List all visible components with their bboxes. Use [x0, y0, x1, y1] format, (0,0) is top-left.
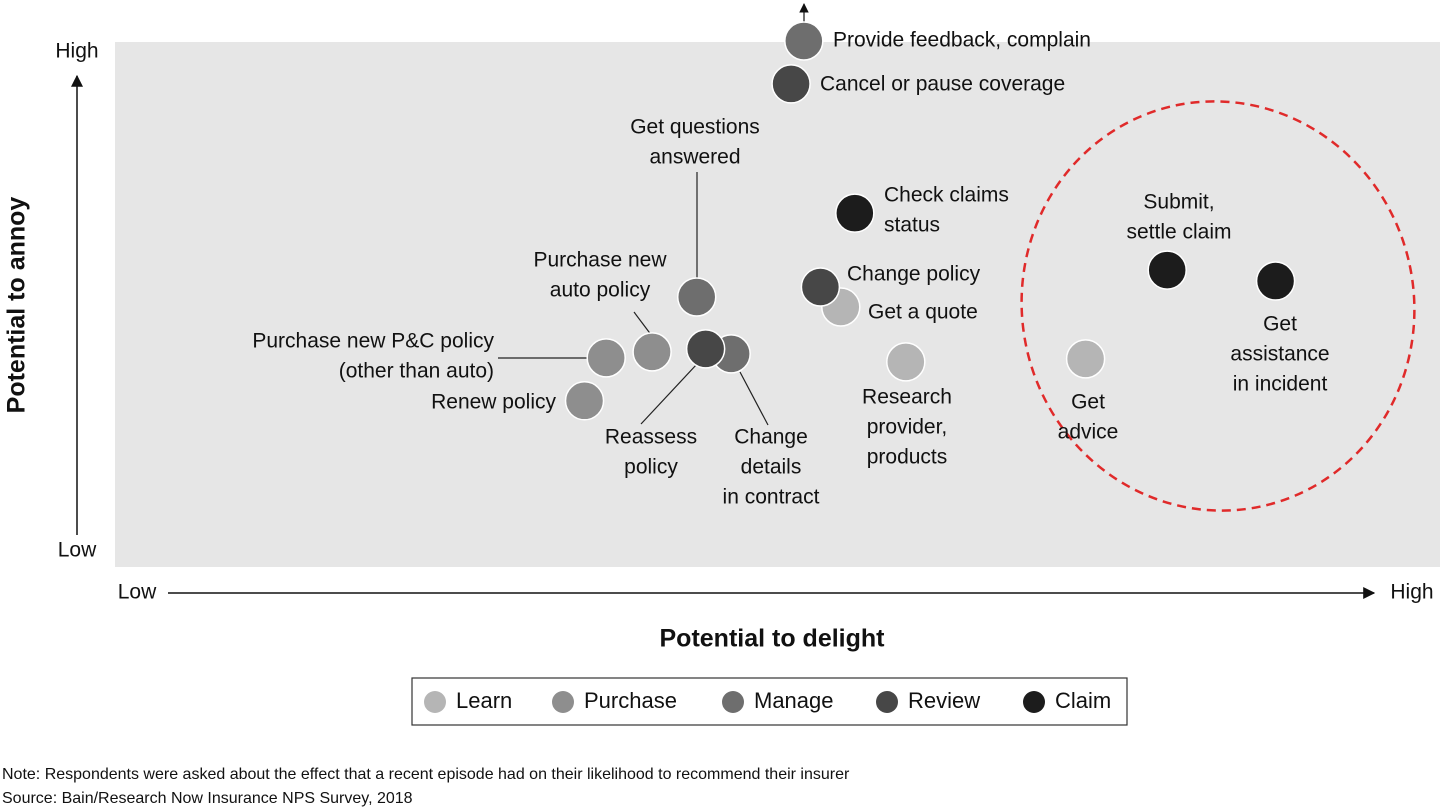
point [564, 381, 605, 421]
leader-line [633, 311, 653, 337]
legend-label: Purchase [584, 688, 677, 713]
point-label: Get [1071, 391, 1105, 414]
point-label: in contract [723, 486, 820, 509]
y-tick-label: Low [58, 539, 97, 562]
point-label: Get a quote [868, 301, 978, 324]
point [632, 332, 672, 372]
point-label: Purchase new P&C policy [252, 330, 494, 353]
y-axis-title: Potential to annoy [3, 197, 31, 414]
legend-swatch [424, 691, 446, 713]
point [771, 64, 811, 104]
point-label: in incident [1233, 373, 1328, 396]
point [1255, 261, 1296, 301]
point-label: products [867, 446, 948, 469]
note: Note: Respondents were asked about the e… [2, 766, 850, 783]
source: Source: Bain/Research Now Insurance NPS … [2, 790, 413, 807]
point-label: auto policy [550, 279, 651, 302]
point-label: Purchase new [533, 249, 667, 272]
point [1065, 339, 1106, 379]
point-label: answered [649, 146, 740, 169]
legend-swatch [722, 691, 744, 713]
legend-swatch [876, 691, 898, 713]
legend [411, 677, 1128, 726]
point [676, 277, 717, 317]
point-label: Get [1263, 313, 1297, 336]
point-label: advice [1058, 421, 1119, 444]
x-tick-label: High [1390, 581, 1433, 604]
leader-line [640, 363, 698, 425]
point [835, 193, 875, 233]
plot-area [115, 42, 1440, 567]
point-label: Provide feedback, complain [833, 29, 1091, 52]
point-label: Research [862, 386, 952, 409]
point-label: status [884, 214, 940, 237]
x-tick-label: Low [118, 581, 157, 604]
leader-line [739, 371, 769, 426]
point-label: Check claims [884, 184, 1009, 207]
y-tick-label: High [55, 40, 98, 63]
legend-label: Claim [1055, 688, 1111, 713]
point [685, 329, 726, 369]
point-label: Cancel or pause coverage [820, 73, 1065, 96]
point-label: Get questions [630, 116, 760, 139]
point-label: details [741, 456, 802, 479]
legend-label: Manage [754, 688, 834, 713]
point-label: Submit, [1143, 191, 1214, 214]
legend-swatch [552, 691, 574, 713]
point [586, 338, 626, 378]
point [1147, 250, 1187, 290]
point-label: Change [734, 426, 808, 449]
point-label: provider, [867, 416, 948, 439]
legend-label: Review [908, 688, 980, 713]
legend-swatch [1023, 691, 1045, 713]
point-label: Renew policy [431, 391, 556, 414]
point-label: assistance [1230, 343, 1329, 366]
point [800, 267, 841, 307]
point-label: settle claim [1126, 221, 1231, 244]
point [886, 342, 926, 382]
point-label: policy [624, 456, 678, 479]
point-label: Change policy [847, 263, 981, 286]
point [784, 21, 824, 61]
point-label: Reassess [605, 426, 697, 449]
highlight-ellipse [1020, 100, 1416, 512]
point-label: (other than auto) [339, 360, 494, 383]
legend-label: Learn [456, 688, 512, 713]
x-axis-title: Potential to delight [660, 625, 886, 653]
